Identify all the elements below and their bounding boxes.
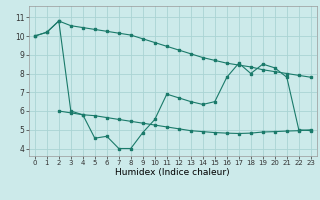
- X-axis label: Humidex (Indice chaleur): Humidex (Indice chaleur): [116, 168, 230, 177]
